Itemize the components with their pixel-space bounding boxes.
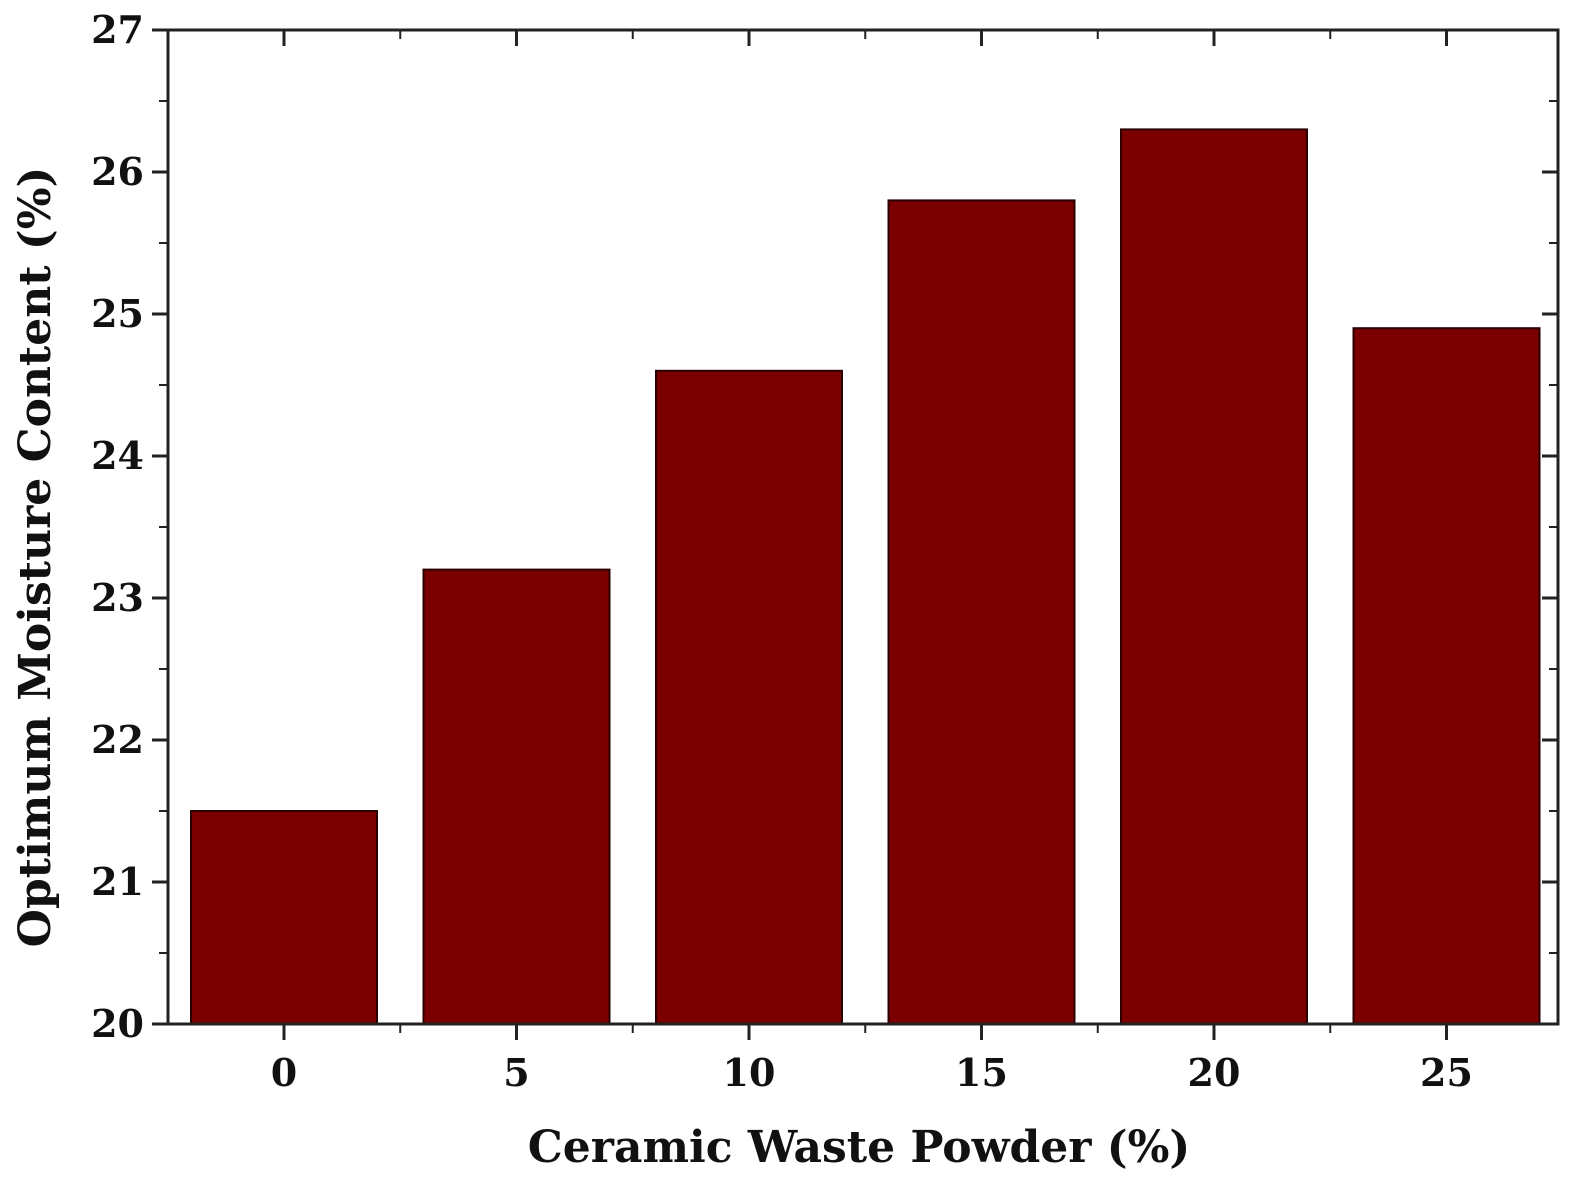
y-tick-label: 26 <box>91 149 144 194</box>
ticks-layer: 20 21 22 23 24 25 26 27 0 5 10 15 20 25 <box>91 7 1558 1095</box>
y-tick-label: 24 <box>91 433 144 478</box>
bar-25 <box>1352 327 1541 1025</box>
y-tick-label: 21 <box>91 859 144 904</box>
x-tick-label: 5 <box>503 1050 529 1095</box>
x-tick-label: 20 <box>1188 1050 1241 1095</box>
y-tick-label: 25 <box>91 291 144 336</box>
bar-20 <box>1120 128 1308 1025</box>
x-tick-label: 10 <box>723 1050 776 1095</box>
y-tick-label: 22 <box>91 717 144 762</box>
y-tick-label: 23 <box>91 575 144 620</box>
bar-5 <box>422 568 611 1025</box>
x-tick-label: 15 <box>955 1050 1008 1095</box>
y-tick-label: 27 <box>91 7 144 52</box>
x-tick-label: 25 <box>1420 1050 1473 1095</box>
y-axis-title: Optimum Moisture Content (%) <box>10 167 61 948</box>
y-tick-label: 20 <box>91 1001 144 1046</box>
x-axis-title: Ceramic Waste Powder (%) <box>528 1122 1190 1173</box>
bar-10 <box>655 369 843 1025</box>
bar-15 <box>887 199 1076 1025</box>
x-tick-label: 0 <box>271 1050 297 1095</box>
bar-0 <box>190 810 378 1025</box>
bars-layer <box>190 128 1541 1025</box>
